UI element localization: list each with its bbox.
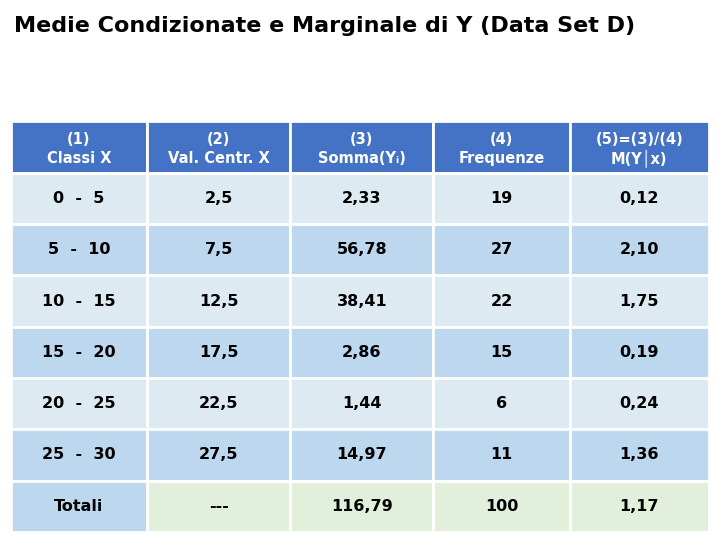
Text: (2): (2) xyxy=(207,132,230,147)
Text: 0  -  5: 0 - 5 xyxy=(53,191,104,206)
Bar xyxy=(290,275,433,327)
Text: ---: --- xyxy=(209,499,228,514)
Text: (4): (4) xyxy=(490,132,513,147)
Text: 27: 27 xyxy=(490,242,513,257)
Text: 10  -  15: 10 - 15 xyxy=(42,294,116,308)
Text: 1,75: 1,75 xyxy=(620,294,659,308)
Text: 100: 100 xyxy=(485,499,518,514)
Text: (1): (1) xyxy=(67,132,91,147)
Bar xyxy=(11,224,147,275)
Bar xyxy=(11,429,147,481)
Bar xyxy=(11,481,147,532)
Text: 15: 15 xyxy=(490,345,513,360)
Bar xyxy=(290,481,433,532)
Bar xyxy=(433,275,570,327)
Text: 27,5: 27,5 xyxy=(199,448,238,462)
Text: 0,24: 0,24 xyxy=(620,396,659,411)
Bar xyxy=(290,378,433,429)
Bar xyxy=(570,275,709,327)
Text: 17,5: 17,5 xyxy=(199,345,238,360)
Bar xyxy=(290,173,433,224)
Bar xyxy=(147,275,290,327)
Text: 12,5: 12,5 xyxy=(199,294,238,308)
Bar xyxy=(147,173,290,224)
Text: 14,97: 14,97 xyxy=(336,448,387,462)
Text: 7,5: 7,5 xyxy=(204,242,233,257)
Text: 2,86: 2,86 xyxy=(342,345,382,360)
Text: 2,33: 2,33 xyxy=(342,191,382,206)
Bar xyxy=(147,378,290,429)
Bar xyxy=(11,327,147,378)
Text: (3): (3) xyxy=(350,132,374,147)
Text: 6: 6 xyxy=(496,396,507,411)
Bar xyxy=(433,224,570,275)
Bar xyxy=(570,378,709,429)
Bar xyxy=(11,378,147,429)
Bar xyxy=(570,327,709,378)
Text: 1,44: 1,44 xyxy=(342,396,382,411)
Bar xyxy=(147,429,290,481)
Text: 5  -  10: 5 - 10 xyxy=(48,242,110,257)
Text: Somma(Yᵢ): Somma(Yᵢ) xyxy=(318,151,405,166)
Bar xyxy=(433,173,570,224)
Text: 20  -  25: 20 - 25 xyxy=(42,396,116,411)
Text: Totali: Totali xyxy=(54,499,104,514)
Bar xyxy=(433,327,570,378)
Text: Classi X: Classi X xyxy=(47,151,111,166)
Bar xyxy=(433,122,570,173)
Bar xyxy=(11,122,147,173)
Text: 25  -  30: 25 - 30 xyxy=(42,448,116,462)
Text: 22: 22 xyxy=(490,294,513,308)
Bar xyxy=(433,429,570,481)
Bar xyxy=(570,224,709,275)
Bar xyxy=(147,481,290,532)
Bar xyxy=(147,224,290,275)
Bar xyxy=(290,224,433,275)
Bar xyxy=(433,378,570,429)
Bar xyxy=(570,122,709,173)
Bar xyxy=(290,327,433,378)
Text: 11: 11 xyxy=(490,448,513,462)
Bar xyxy=(433,481,570,532)
Bar xyxy=(290,122,433,173)
Text: M(Y│x): M(Y│x) xyxy=(611,150,667,167)
Text: (5)=(3)/(4): (5)=(3)/(4) xyxy=(595,132,683,147)
Bar xyxy=(570,173,709,224)
Text: Val. Centr. X: Val. Centr. X xyxy=(168,151,269,166)
Text: 2,10: 2,10 xyxy=(620,242,659,257)
Text: 19: 19 xyxy=(490,191,513,206)
Text: 1,36: 1,36 xyxy=(620,448,659,462)
Text: 56,78: 56,78 xyxy=(336,242,387,257)
Text: 1,17: 1,17 xyxy=(620,499,659,514)
Text: 22,5: 22,5 xyxy=(199,396,238,411)
Bar xyxy=(11,173,147,224)
Bar xyxy=(147,327,290,378)
Text: 0,12: 0,12 xyxy=(620,191,659,206)
Text: 116,79: 116,79 xyxy=(331,499,392,514)
Bar xyxy=(147,122,290,173)
Bar xyxy=(570,429,709,481)
Text: 0,19: 0,19 xyxy=(620,345,659,360)
Text: Medie Condizionate e Marginale di Y (Data Set D): Medie Condizionate e Marginale di Y (Dat… xyxy=(14,16,636,36)
Text: 15  -  20: 15 - 20 xyxy=(42,345,116,360)
Text: 2,5: 2,5 xyxy=(204,191,233,206)
Bar xyxy=(290,429,433,481)
Bar xyxy=(570,481,709,532)
Bar xyxy=(11,275,147,327)
Text: Frequenze: Frequenze xyxy=(459,151,544,166)
Text: 38,41: 38,41 xyxy=(336,294,387,308)
